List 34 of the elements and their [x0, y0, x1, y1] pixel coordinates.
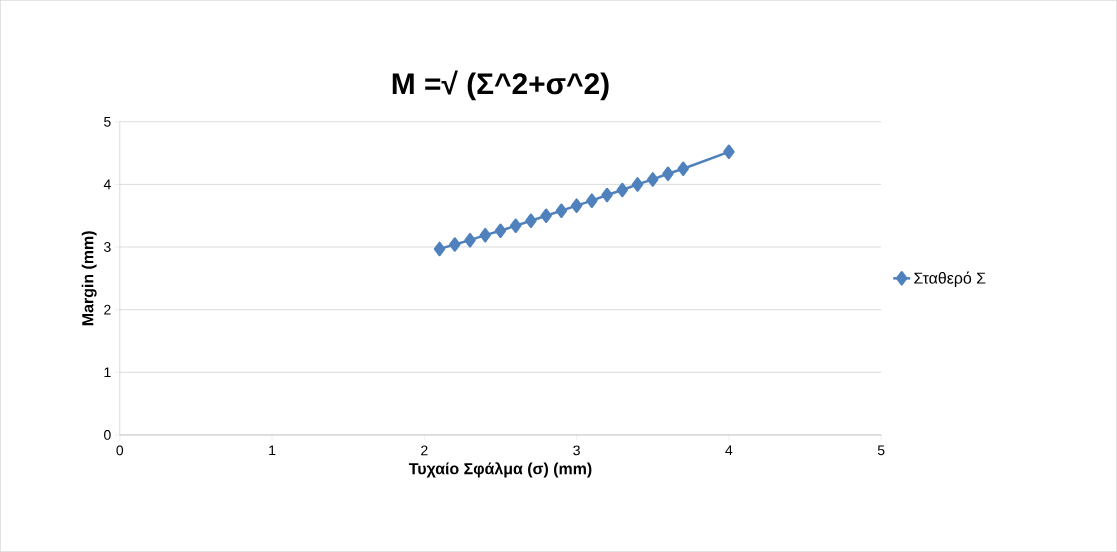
x-tick-label: 4 — [725, 445, 733, 456]
x-tick-label: 0 — [116, 445, 124, 456]
x-tick-label: 2 — [421, 445, 428, 456]
point — [647, 172, 659, 187]
x-tick-label: 5 — [877, 445, 885, 456]
point — [662, 166, 674, 182]
point — [540, 208, 552, 224]
point — [555, 203, 568, 219]
point — [509, 218, 522, 234]
legend-label: Σταθερό Σ — [914, 271, 986, 288]
point — [723, 144, 735, 160]
chart-title: M =√ (Σ^2+σ^2) — [392, 70, 609, 101]
y-tick-label: 2 — [104, 304, 111, 315]
point — [586, 193, 598, 209]
point — [433, 241, 446, 257]
x-tick-label: 1 — [269, 445, 276, 456]
point — [631, 177, 644, 192]
point — [677, 161, 689, 177]
point — [449, 237, 461, 252]
y-tick-label: 1 — [104, 367, 111, 378]
y-tick-label: 4 — [103, 179, 111, 190]
point — [464, 233, 476, 248]
y-axis-title: Margin (mm) — [81, 231, 97, 326]
point — [525, 213, 537, 229]
point — [479, 228, 491, 243]
y-tick-label: 3 — [104, 242, 111, 253]
x-axis-title: Τυχαίο Σφάλμα (σ) (mm) — [408, 462, 592, 478]
y-tick-label: 5 — [104, 117, 111, 127]
point — [601, 187, 613, 203]
x-tick-label: 3 — [573, 445, 580, 456]
y-tick-label: 0 — [104, 430, 111, 441]
point — [616, 182, 629, 198]
point — [570, 198, 583, 214]
point — [494, 223, 507, 239]
